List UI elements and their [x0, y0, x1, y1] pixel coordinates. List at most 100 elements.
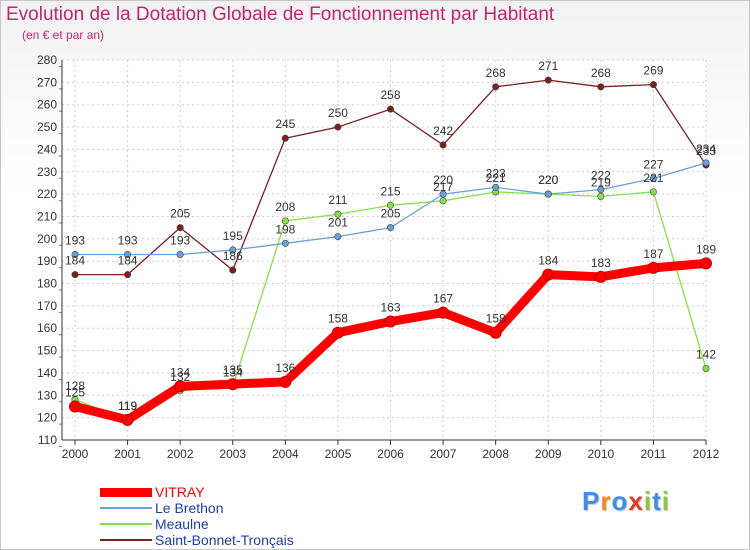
data-point — [439, 190, 447, 198]
y-tick-label: 110 — [38, 433, 57, 447]
data-label: 234 — [696, 142, 716, 156]
x-tick-label: 2003 — [219, 447, 246, 461]
data-label: 134 — [170, 365, 190, 379]
data-label: 142 — [696, 347, 716, 361]
data-label: 183 — [591, 256, 611, 270]
data-point — [281, 134, 289, 142]
data-label: 220 — [433, 173, 453, 187]
data-point — [702, 364, 710, 372]
data-point — [334, 210, 342, 218]
data-point — [334, 233, 342, 241]
data-label: 250 — [328, 106, 348, 120]
data-label: 215 — [380, 184, 400, 198]
data-point — [439, 141, 447, 149]
x-tick-label: 2011 — [641, 447, 667, 461]
legend-label: Meaulne — [155, 516, 209, 532]
data-label: 189 — [696, 242, 716, 256]
legend-swatch — [100, 487, 152, 497]
data-label: 245 — [275, 117, 295, 131]
legend-swatch — [100, 523, 152, 525]
data-label: 201 — [328, 216, 348, 230]
logo-letter: o — [611, 486, 629, 516]
data-label: 205 — [380, 207, 400, 221]
data-point — [597, 83, 605, 91]
data-label: 184 — [118, 254, 138, 268]
data-point — [386, 201, 394, 209]
data-point — [174, 380, 187, 393]
data-point — [121, 413, 134, 426]
y-tick-label: 250 — [37, 120, 57, 134]
data-label: 125 — [65, 385, 85, 399]
data-point — [386, 105, 394, 113]
data-label: 208 — [275, 200, 295, 214]
data-label: 193 — [65, 233, 85, 247]
data-point — [124, 271, 132, 279]
data-label: 205 — [170, 207, 190, 221]
data-label: 193 — [118, 233, 138, 247]
data-label: 119 — [118, 399, 137, 413]
data-label: 220 — [538, 173, 558, 187]
x-tick-label: 2008 — [482, 447, 509, 461]
legend-label: Le Brethon — [155, 500, 224, 516]
y-tick-label: 170 — [37, 299, 57, 313]
data-label: 269 — [643, 64, 663, 78]
data-point — [279, 375, 292, 388]
logo-letter: P — [582, 486, 601, 516]
data-label: 132 — [170, 370, 190, 384]
data-label: 211 — [328, 193, 347, 207]
data-point — [176, 224, 184, 232]
data-point — [544, 190, 552, 198]
data-label: 223 — [486, 166, 506, 180]
logo-letter: t — [652, 486, 662, 516]
y-tick-label: 260 — [37, 98, 57, 112]
y-tick-label: 280 — [37, 53, 57, 67]
x-tick-label: 2000 — [62, 447, 89, 461]
legend-swatch — [100, 539, 152, 541]
data-point — [71, 250, 79, 258]
x-tick-label: 2012 — [693, 447, 720, 461]
data-label: 158 — [486, 312, 506, 326]
data-label: 221 — [643, 171, 663, 185]
x-tick-label: 2010 — [587, 447, 614, 461]
data-point — [281, 217, 289, 225]
data-point — [647, 261, 660, 274]
y-tick-label: 180 — [37, 277, 57, 291]
y-tick-label: 220 — [37, 187, 57, 201]
data-point — [229, 246, 237, 254]
data-label: 184 — [65, 254, 85, 268]
data-point — [334, 123, 342, 131]
data-label: 233 — [696, 144, 716, 158]
data-point — [124, 250, 132, 258]
chart-subtitle: (en € et par an) — [22, 28, 105, 42]
data-point — [439, 197, 447, 205]
data-label: 221 — [486, 171, 506, 185]
y-tick-label: 270 — [37, 75, 57, 89]
data-label: 186 — [223, 249, 243, 263]
data-label: 268 — [486, 66, 506, 80]
x-tick-label: 2004 — [272, 447, 299, 461]
x-tick-label: 2007 — [430, 447, 457, 461]
data-point — [69, 400, 81, 413]
y-tick-label: 150 — [37, 344, 57, 358]
y-tick-label: 230 — [37, 165, 57, 179]
data-label: 163 — [380, 301, 400, 315]
data-label: 217 — [433, 180, 453, 194]
data-point — [489, 326, 502, 339]
data-point — [594, 270, 607, 283]
data-point — [649, 81, 657, 89]
data-label: 268 — [591, 66, 611, 80]
data-label: 158 — [328, 312, 348, 326]
data-point — [281, 239, 289, 247]
data-point — [331, 326, 344, 339]
data-point — [176, 250, 184, 258]
data-label: 184 — [538, 254, 558, 268]
data-point — [597, 192, 605, 200]
data-label: 134 — [223, 365, 243, 379]
data-point — [702, 159, 710, 167]
data-label: 271 — [538, 59, 558, 73]
data-point — [700, 257, 712, 270]
x-tick-label: 2005 — [325, 447, 352, 461]
data-point — [71, 271, 79, 279]
y-tick-label: 200 — [37, 232, 57, 246]
data-point — [492, 183, 500, 191]
